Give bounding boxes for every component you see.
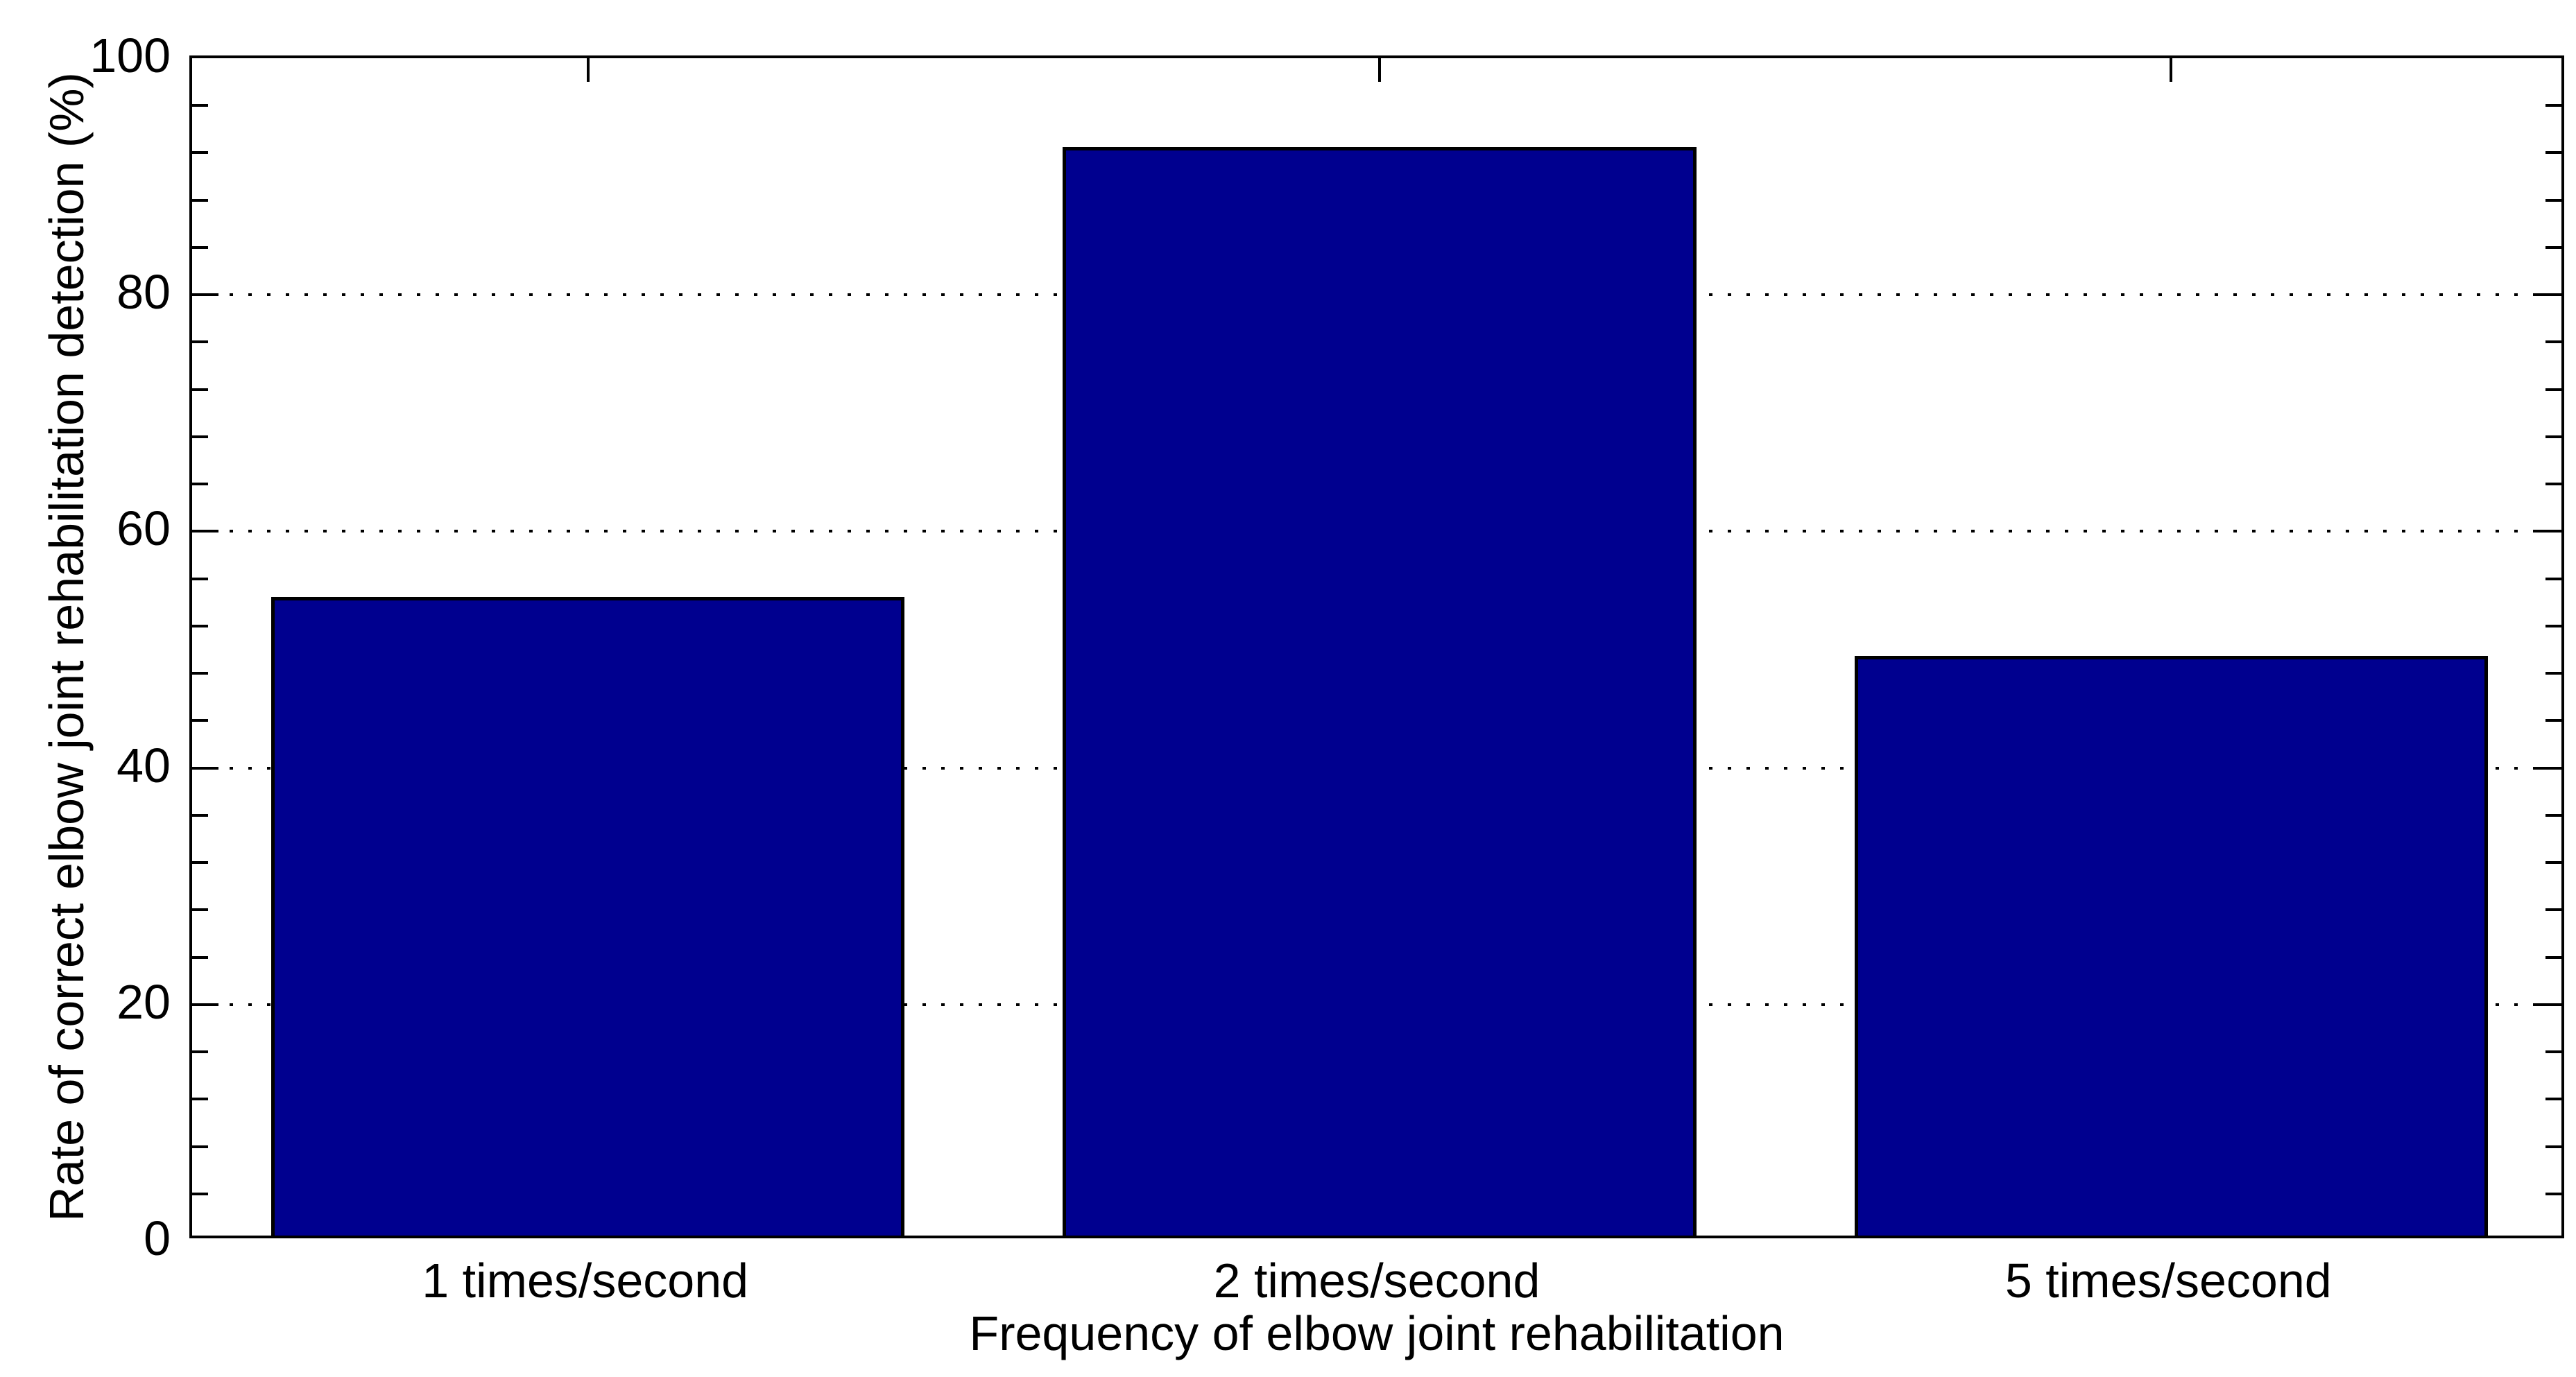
y-minor-tick xyxy=(192,245,208,249)
y-minor-tick xyxy=(2545,955,2561,959)
y-major-tick xyxy=(2535,530,2561,533)
y-minor-tick xyxy=(192,624,208,627)
y-minor-tick xyxy=(2545,1192,2561,1195)
y-minor-tick xyxy=(2545,1145,2561,1148)
y-major-tick xyxy=(2535,766,2561,770)
x-category-label: 1 times/second xyxy=(422,1254,749,1308)
y-major-tick xyxy=(192,1003,218,1006)
y-tick-label: 0 xyxy=(144,1211,171,1265)
y-minor-tick xyxy=(192,151,208,155)
y-major-tick xyxy=(192,530,218,533)
y-minor-tick xyxy=(192,813,208,817)
y-minor-tick xyxy=(2545,1098,2561,1101)
x-tick-top xyxy=(1378,58,1381,82)
y-minor-tick xyxy=(2545,483,2561,486)
bar xyxy=(1854,656,2488,1236)
x-category-label: 2 times/second xyxy=(1213,1254,1540,1308)
y-minor-tick xyxy=(192,861,208,865)
y-major-tick xyxy=(192,293,218,297)
y-minor-tick xyxy=(2545,435,2561,438)
y-minor-tick xyxy=(2545,151,2561,155)
y-minor-tick xyxy=(2545,908,2561,912)
y-major-tick xyxy=(192,766,218,770)
y-minor-tick xyxy=(2545,198,2561,202)
y-minor-tick xyxy=(192,104,208,107)
y-tick-label: 20 xyxy=(117,974,171,1029)
plot-area xyxy=(189,55,2564,1238)
y-minor-tick xyxy=(2545,577,2561,580)
y-minor-tick xyxy=(192,435,208,438)
y-minor-tick xyxy=(2545,672,2561,675)
y-tick-label: 80 xyxy=(117,265,171,320)
y-minor-tick xyxy=(2545,340,2561,344)
y-minor-tick xyxy=(192,577,208,580)
y-minor-tick xyxy=(2545,388,2561,391)
y-minor-tick xyxy=(2545,104,2561,107)
y-minor-tick xyxy=(192,340,208,344)
y-tick-label: 60 xyxy=(117,501,171,556)
y-minor-tick xyxy=(192,388,208,391)
y-major-tick xyxy=(2535,1003,2561,1006)
y-minor-tick xyxy=(2545,813,2561,817)
y-minor-tick xyxy=(192,483,208,486)
y-major-tick xyxy=(2535,293,2561,297)
y-minor-tick xyxy=(2545,245,2561,249)
bar xyxy=(1063,147,1697,1236)
y-axis-title: Rate of correct elbow joint rehabilitati… xyxy=(40,72,94,1222)
bar xyxy=(271,596,905,1236)
y-minor-tick xyxy=(192,198,208,202)
y-minor-tick xyxy=(192,1192,208,1195)
y-minor-tick xyxy=(192,955,208,959)
x-tick-top xyxy=(2170,58,2173,82)
x-axis-title: Frequency of elbow joint rehabilitation xyxy=(969,1306,1785,1360)
y-minor-tick xyxy=(192,1050,208,1054)
y-minor-tick xyxy=(2545,861,2561,865)
y-minor-tick xyxy=(192,1098,208,1101)
y-minor-tick xyxy=(192,908,208,912)
y-tick-label: 40 xyxy=(117,738,171,793)
y-tick-label: 100 xyxy=(89,28,171,83)
y-minor-tick xyxy=(192,672,208,675)
y-minor-tick xyxy=(2545,624,2561,627)
x-tick-top xyxy=(586,58,590,82)
y-minor-tick xyxy=(2545,719,2561,722)
y-minor-tick xyxy=(192,719,208,722)
y-minor-tick xyxy=(2545,1050,2561,1054)
x-category-label: 5 times/second xyxy=(2004,1254,2332,1308)
y-minor-tick xyxy=(192,1145,208,1148)
